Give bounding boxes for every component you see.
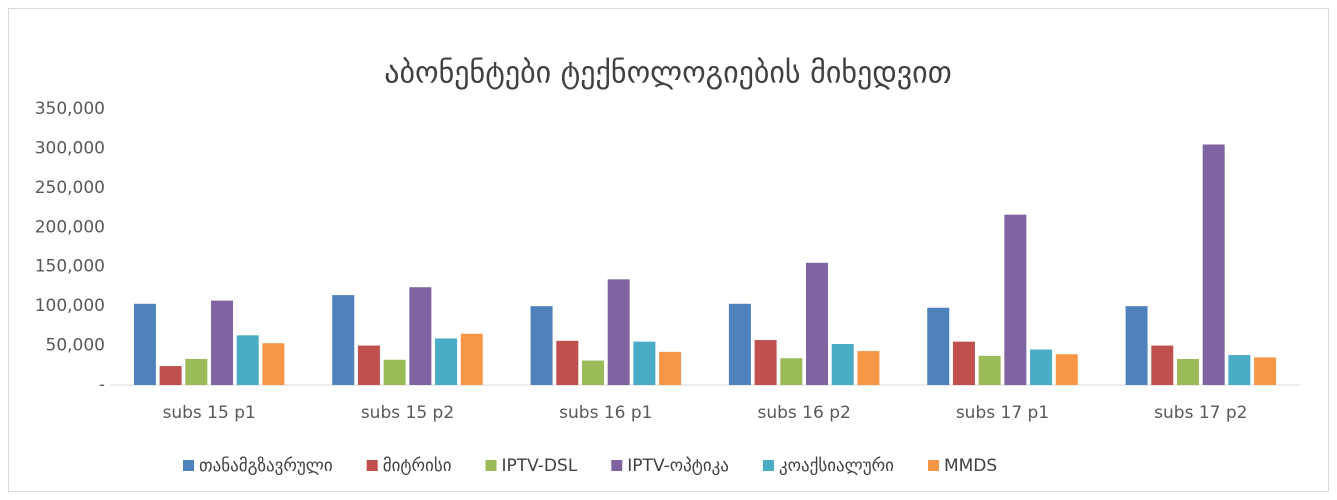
bar (1228, 355, 1251, 385)
x-tick-label: subs 16 p2 (758, 403, 851, 423)
y-tick-label: - (99, 375, 105, 395)
bar (262, 343, 285, 385)
bar (556, 340, 579, 385)
y-tick-label: 300,000 (35, 138, 105, 158)
x-tick-label: subs 16 p1 (559, 403, 652, 423)
bar (236, 335, 259, 385)
bar (754, 340, 777, 385)
y-tick-label: 250,000 (35, 178, 105, 198)
x-tick-label: subs 15 p2 (361, 403, 454, 423)
y-tick-label: 100,000 (35, 296, 105, 316)
x-tick-label: subs 17 p1 (956, 403, 1049, 423)
bar (806, 262, 829, 385)
bar (952, 341, 975, 385)
bar (1004, 214, 1027, 385)
legend-label: მიტრისი (383, 456, 452, 476)
bar (332, 295, 355, 385)
legend-swatch (762, 460, 774, 471)
legend-swatch (183, 460, 194, 471)
bar (159, 366, 182, 385)
x-tick-label: subs 15 p1 (163, 403, 256, 423)
legend-swatch (611, 460, 623, 471)
y-tick-label: 200,000 (35, 217, 105, 237)
bar (1030, 349, 1053, 385)
bar (435, 338, 458, 385)
legend-label: კოაქსიალური (779, 456, 894, 476)
legend-label: თანამგზავრული (199, 456, 333, 476)
bar (1151, 345, 1174, 385)
bar (831, 343, 854, 385)
y-tick-label: 350,000 (35, 99, 105, 119)
bar (728, 303, 751, 385)
bar (780, 358, 803, 385)
bar (383, 359, 406, 385)
bar (607, 279, 630, 385)
chart-title: აბონენტები ტექნოლოგიების მიხედვით (384, 56, 951, 91)
bar (978, 355, 1001, 385)
bar (581, 360, 604, 385)
bar (1254, 357, 1277, 385)
bar (1202, 144, 1225, 385)
legend-label: MMDS (944, 456, 997, 476)
bar (1176, 358, 1199, 385)
legend-swatch (485, 460, 497, 471)
bar (133, 303, 156, 385)
bar (357, 345, 380, 385)
bar (409, 287, 432, 385)
legend-label: IPTV-DSL (502, 456, 578, 476)
bar (530, 306, 553, 385)
bar (633, 341, 656, 385)
chart-border (8, 8, 1329, 492)
legend-swatch (366, 460, 378, 471)
bar (857, 351, 880, 385)
bar (211, 300, 234, 385)
legend-label: IPTV-ოპტიკა (627, 456, 729, 476)
bar (1125, 306, 1148, 385)
y-tick-label: 50,000 (46, 336, 105, 356)
bar (659, 351, 682, 385)
y-tick-label: 150,000 (35, 257, 105, 277)
bar (185, 358, 208, 385)
bar (1055, 354, 1078, 385)
x-tick-label: subs 17 p2 (1154, 403, 1247, 423)
bar (460, 333, 483, 385)
bar (927, 307, 950, 385)
legend-swatch (927, 460, 939, 471)
